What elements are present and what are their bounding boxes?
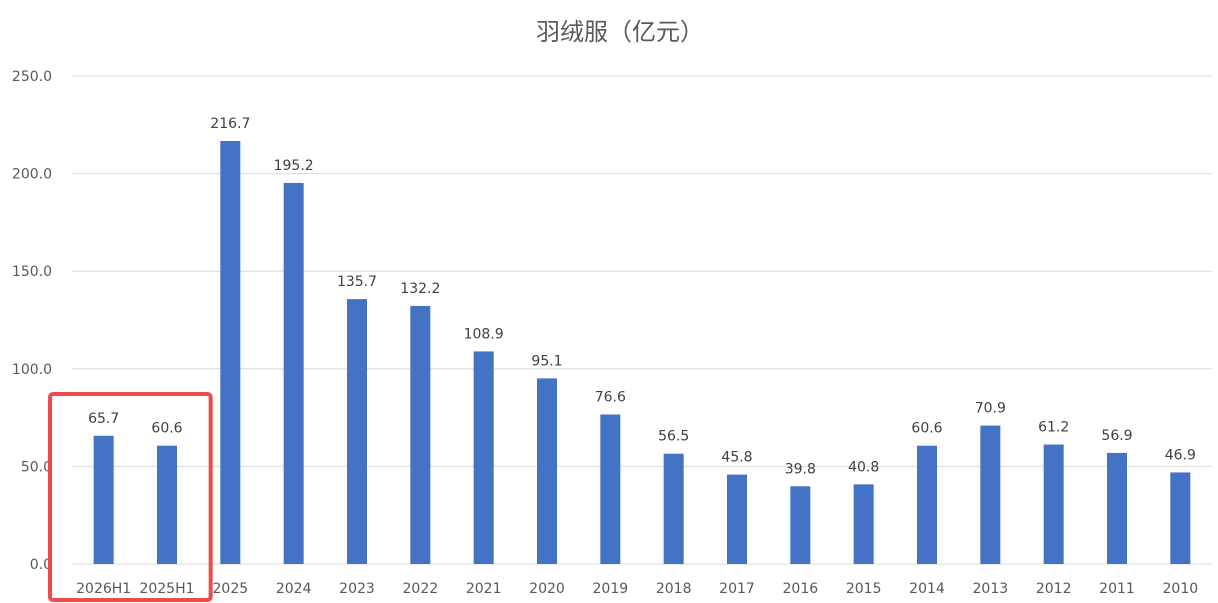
data-label: 216.7 [210,116,250,132]
x-tick-label: 2023 [339,581,375,597]
data-label: 56.5 [658,429,689,445]
bar [1107,452,1127,564]
data-label: 195.2 [274,158,314,174]
bar [727,474,747,564]
bar [220,141,241,565]
x-tick-label: 2012 [1036,581,1072,597]
data-label: 56.9 [1101,428,1132,444]
bar [917,445,937,564]
bar [410,305,431,564]
x-tick-label: 2025H1 [139,581,194,597]
bar [663,453,684,564]
data-label: 39.8 [785,461,816,477]
x-tick-label: 2022 [403,581,439,597]
x-tick-label: 2021 [466,581,502,597]
x-tick-label: 2017 [719,581,755,597]
x-tick-label: 2019 [593,581,629,597]
y-tick-label: 200.0 [12,167,52,183]
data-labels: 65.7 60.6 216.7 195.2 135.7 132.2 108.9 95.1 76.… [88,116,1196,477]
data-label: 60.6 [151,421,182,437]
data-label: 46.9 [1165,447,1196,463]
bars [93,141,1191,565]
data-label: 95.1 [531,353,562,369]
data-label: 70.9 [975,401,1006,417]
y-tick-label: 100.0 [12,362,52,378]
y-tick-label: 150.0 [12,264,52,280]
data-label: 108.9 [464,326,504,342]
bar [473,351,494,564]
y-tick-label: 50.0 [21,459,52,475]
x-tick-label: 2011 [1099,581,1135,597]
data-label: 40.8 [848,459,879,475]
data-label: 135.7 [337,274,377,290]
x-tick-label: 2016 [783,581,819,597]
x-tick-label: 2018 [656,581,692,597]
x-tick-label: 2026H1 [76,581,131,597]
data-label: 65.7 [88,411,119,427]
x-tick-label: 2013 [973,581,1009,597]
bar [853,484,874,564]
y-axis-ticks: 0.0 50.0 100.0 150.0 200.0 250.0 [12,69,52,573]
gridlines [72,75,1212,565]
y-tick-label: 0.0 [30,557,52,573]
y-tick-label: 250.0 [12,69,52,85]
x-tick-label: 2015 [846,581,882,597]
x-tick-label: 2025 [213,581,249,597]
x-tick-label: 2020 [529,581,565,597]
chart-title: 羽绒服（亿元） [536,18,704,46]
data-label: 61.2 [1038,420,1069,436]
data-label: 60.6 [911,421,942,437]
data-label: 45.8 [721,450,752,466]
x-tick-label: 2014 [909,581,945,597]
bar [1043,444,1064,564]
bar [980,425,1001,564]
bar [790,486,811,564]
bar [537,378,557,564]
bar [157,445,177,564]
data-label: 76.6 [595,389,626,405]
bar [347,299,367,564]
bar [283,182,304,564]
bar [1170,472,1191,564]
bar [93,435,114,564]
bar [600,414,621,564]
data-label: 132.2 [400,281,440,297]
x-tick-label: 2010 [1163,581,1199,597]
highlight-box [48,392,213,602]
x-tick-label: 2024 [276,581,312,597]
x-axis-labels: 2026H1 2025H1 2025 2024 2023 2022 2021 2020 2019… [76,581,1198,597]
